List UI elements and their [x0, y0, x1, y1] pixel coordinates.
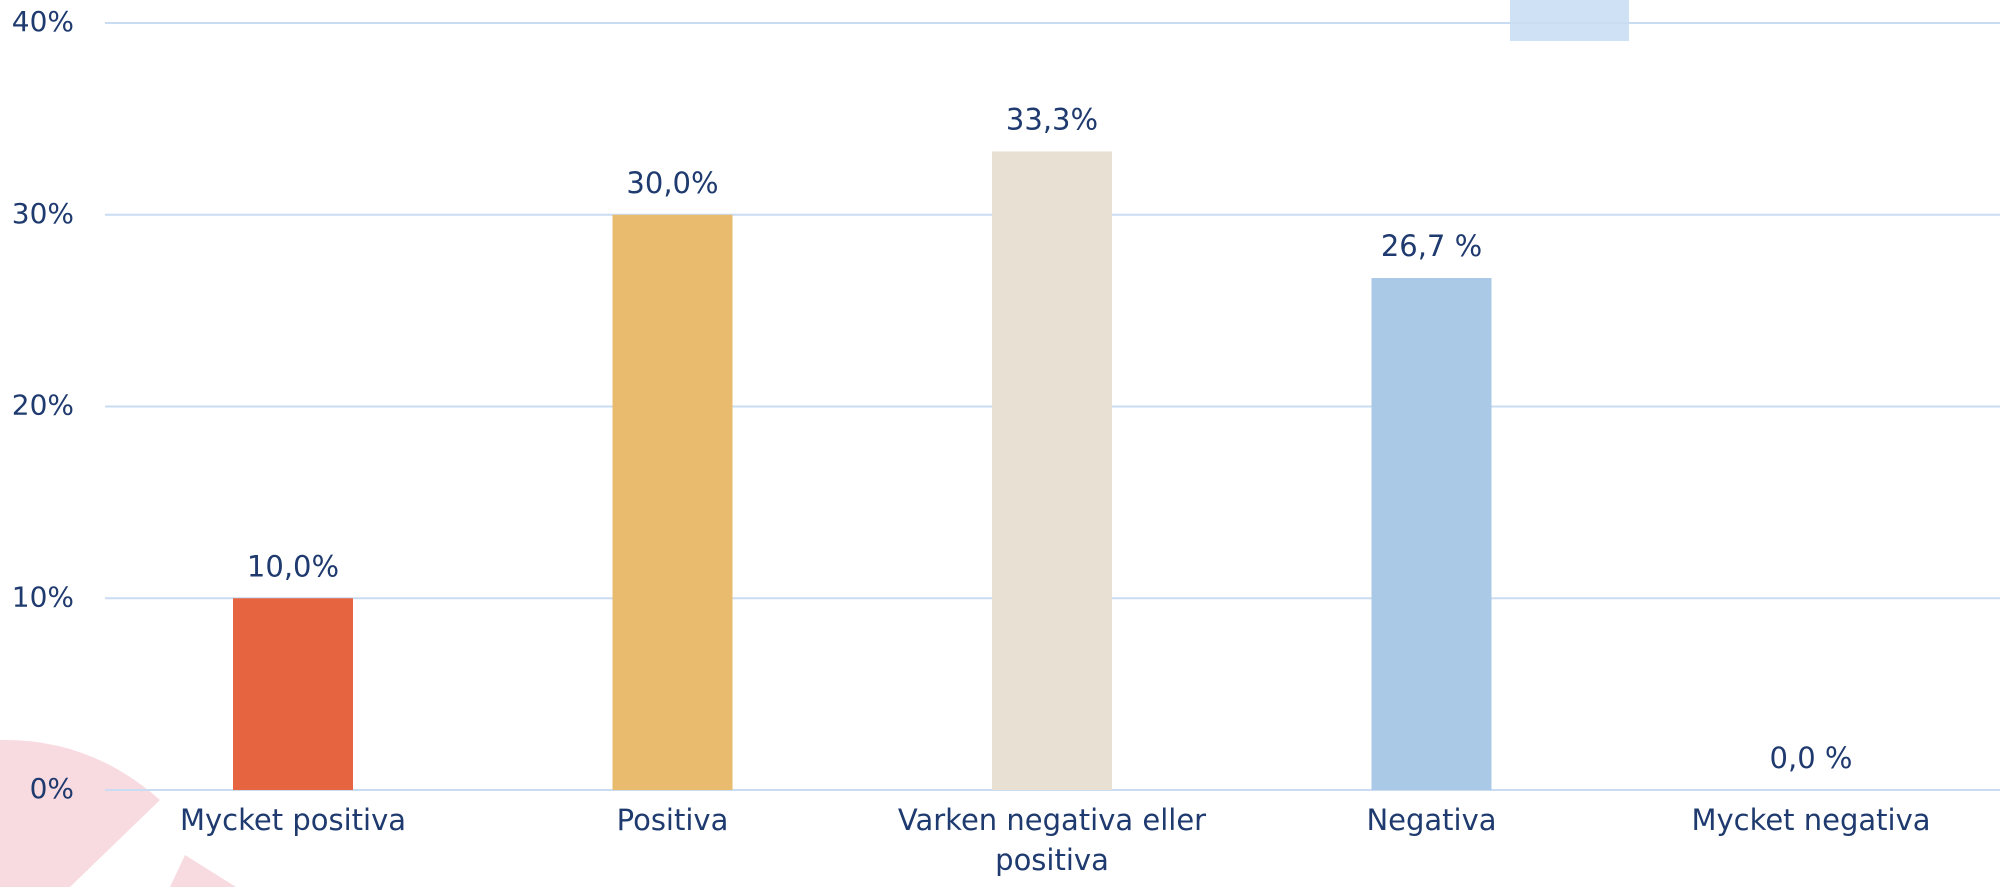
bar [233, 598, 353, 790]
data-label: 30,0% [626, 166, 718, 200]
bar [992, 151, 1112, 790]
decoration [0, 739, 160, 887]
x-tick-label: Varken negativa eller positiva [897, 803, 1207, 877]
bar [1371, 278, 1492, 790]
decoration [170, 855, 236, 887]
y-tick-label: 20% [12, 389, 74, 422]
y-tick-label: 40% [12, 5, 74, 38]
x-tick-label: Mycket negativa [1691, 803, 1931, 837]
data-label: 0,0 % [1770, 741, 1853, 775]
x-tick-label: Positiva [616, 803, 729, 837]
y-tick-label: 0% [30, 772, 74, 805]
bar [612, 214, 733, 790]
x-tick-label: Mycket positiva [180, 803, 406, 837]
y-tick-label: 30% [12, 197, 74, 230]
data-label: 10,0% [247, 549, 339, 583]
data-label: 26,7 % [1381, 229, 1482, 263]
x-tick-label: Negativa [1366, 803, 1497, 837]
legend-key [1510, 0, 1629, 41]
y-tick-label: 10% [12, 580, 74, 613]
data-label: 33,3% [1006, 102, 1098, 136]
